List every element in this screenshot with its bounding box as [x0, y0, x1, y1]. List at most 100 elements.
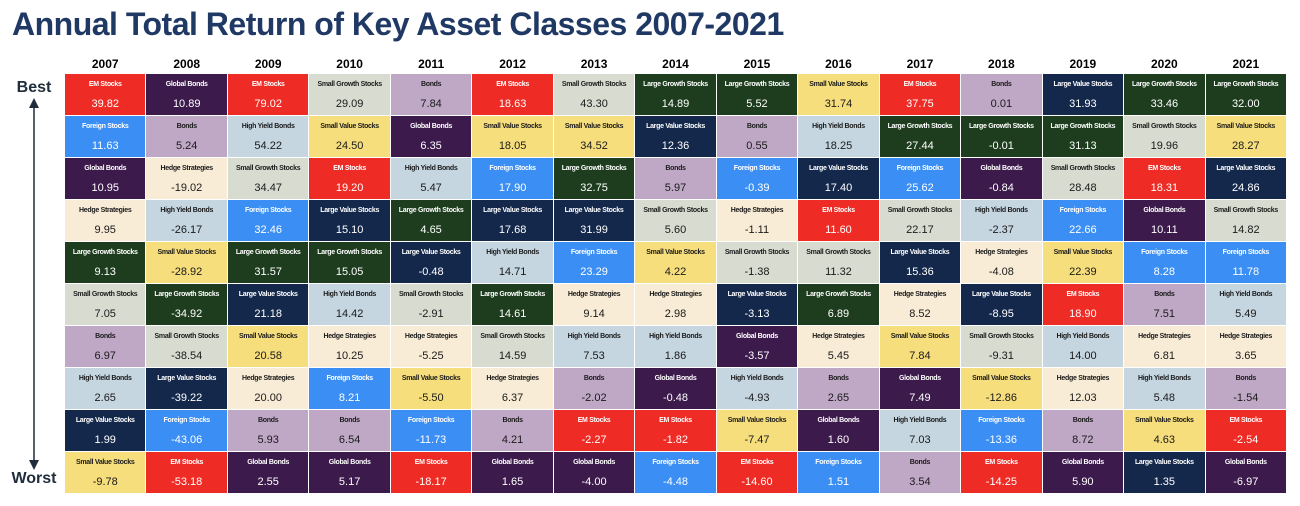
asset-class-label: Bonds	[1072, 417, 1094, 424]
return-value-label: 28.48	[1069, 182, 1097, 194]
asset-class-label: Large Growth Stocks	[398, 207, 464, 214]
asset-class-label: EM Stocks	[903, 81, 937, 88]
return-value-label: -11.73	[415, 434, 447, 446]
return-value-label: 10.11	[1150, 224, 1178, 236]
asset-class-label: Bonds	[583, 375, 605, 382]
asset-class-label: Global Bonds	[1224, 459, 1267, 466]
asset-class-label: Large Growth Stocks	[643, 81, 708, 88]
cell-large-growth-stocks: Large Growth Stocks 6.89	[798, 284, 879, 325]
return-value-label: 14.71	[498, 266, 527, 278]
return-value-label: 9.13	[94, 266, 116, 278]
asset-class-label: Foreign Stocks	[815, 459, 862, 466]
cell-small-growth-stocks: Small Growth Stocks 34.47	[227, 158, 309, 199]
cell-large-growth-stocks: Large Growth Stocks -0.01	[961, 116, 1042, 157]
cell-large-value-stocks: Large Value Stocks 15.36	[879, 242, 961, 283]
return-value-label: -4.08	[988, 266, 1014, 278]
asset-class-label: Global Bonds	[491, 459, 534, 466]
return-value-label: 6.89	[827, 308, 850, 320]
year-header-2015: 2015	[743, 57, 771, 71]
asset-class-label: Small Value Stocks	[972, 375, 1031, 382]
worst-label: Worst	[11, 470, 57, 487]
asset-class-label: Bonds	[502, 417, 523, 424]
return-value-label: 5.17	[338, 476, 361, 488]
year-header-2011: 2011	[418, 57, 445, 71]
return-value-label: -1.11	[744, 224, 770, 236]
return-value-label: 15.36	[906, 266, 934, 278]
return-value-label: -4.93	[744, 392, 770, 404]
return-value-label: 17.90	[498, 182, 527, 194]
asset-class-label: Small Value Stocks	[1135, 417, 1194, 424]
return-value-label: -4.00	[581, 476, 607, 488]
return-value-label: 20.58	[254, 350, 282, 362]
asset-class-label: EM Stocks	[170, 459, 204, 466]
asset-class-label: Bonds	[1154, 291, 1175, 298]
asset-class-label: Global Bonds	[654, 375, 697, 382]
asset-class-label: Hedge Strategies	[649, 291, 702, 298]
return-value-label: 8.21	[338, 392, 361, 404]
asset-class-label: Large Value Stocks	[401, 249, 461, 256]
return-value-label: 15.10	[335, 224, 364, 236]
asset-class-label: Small Value Stocks	[1053, 249, 1113, 256]
return-value-label: 5.24	[175, 140, 198, 152]
cell-hedge-strategies: Hedge Strategies -5.25	[390, 326, 472, 367]
cell-bonds: Bonds 5.97	[635, 158, 716, 199]
return-value-label: 10.25	[335, 350, 364, 362]
cell-em-stocks: EM Stocks 39.82	[65, 74, 146, 115]
asset-class-label: Hedge Strategies	[79, 207, 132, 214]
return-value-label: 31.13	[1069, 140, 1097, 152]
cell-foreign-stocks: Foreign Stocks 25.62	[879, 158, 961, 199]
return-value-label: 28.27	[1232, 140, 1260, 152]
asset-class-label: Hedge Strategies	[812, 333, 865, 340]
return-value-label: 34.52	[580, 140, 608, 152]
cell-hedge-strategies: Hedge Strategies 2.98	[635, 284, 716, 325]
cell-foreign-stocks: Foreign Stocks 11.78	[1205, 242, 1287, 283]
cell-em-stocks: EM Stocks -14.60	[716, 452, 798, 493]
cell-large-value-stocks: Large Value Stocks 31.99	[553, 200, 635, 241]
cell-global-bonds: Global Bonds -6.97	[1205, 452, 1287, 493]
cell-hedge-strategies: Hedge Strategies 20.00	[227, 368, 309, 409]
cell-large-growth-stocks: Large Growth Stocks 33.46	[1124, 74, 1205, 115]
cell-high-yield-bonds: High Yield Bonds 14.00	[1042, 326, 1124, 367]
cell-em-stocks: EM Stocks -2.54	[1205, 410, 1287, 451]
cell-hedge-strategies: Hedge Strategies 6.81	[1124, 326, 1205, 367]
cell-hedge-strategies: Hedge Strategies 9.95	[65, 200, 146, 241]
return-value-label: 14.61	[498, 308, 527, 320]
asset-class-label: Small Value Stocks	[1216, 123, 1276, 130]
cell-large-value-stocks: Large Value Stocks 1.35	[1124, 452, 1205, 493]
asset-class-label: Foreign Stocks	[407, 417, 455, 424]
cell-foreign-stocks: Foreign Stocks 8.28	[1124, 242, 1205, 283]
cell-global-bonds: Global Bonds 10.89	[146, 74, 227, 115]
asset-class-label: Large Value Stocks	[1134, 459, 1194, 466]
asset-class-label: Global Bonds	[410, 123, 453, 130]
return-value-label: 6.54	[338, 434, 361, 446]
cell-small-growth-stocks: Small Growth Stocks -38.54	[146, 326, 227, 367]
asset-class-label: EM Stocks	[1147, 165, 1181, 172]
return-value-label: 14.89	[661, 98, 690, 110]
return-value-label: 18.05	[498, 140, 527, 152]
asset-class-label: Global Bonds	[1061, 459, 1104, 466]
return-value-label: 11.60	[825, 224, 852, 236]
return-value-label: -34.92	[171, 308, 203, 320]
cell-large-growth-stocks: Large Growth Stocks 31.13	[1042, 116, 1124, 157]
return-value-label: 24.86	[1232, 182, 1260, 194]
return-value-label: 1.65	[501, 476, 524, 488]
asset-class-label: Large Value Stocks	[971, 291, 1031, 298]
cell-bonds: Bonds 6.54	[309, 410, 390, 451]
cell-em-stocks: EM Stocks 79.02	[227, 74, 309, 115]
return-value-label: -1.38	[744, 266, 770, 278]
asset-class-label: Global Bonds	[328, 459, 371, 466]
return-value-label: 7.49	[909, 392, 931, 404]
cell-hedge-strategies: Hedge Strategies 8.52	[879, 284, 961, 325]
asset-class-label: Large Growth Stocks	[1131, 81, 1197, 88]
return-value-label: 1.60	[827, 434, 850, 446]
cell-em-stocks: EM Stocks -18.17	[390, 452, 472, 493]
cell-large-value-stocks: Large Value Stocks -8.95	[961, 284, 1042, 325]
return-value-label: -19.02	[171, 182, 203, 194]
asset-class-label: High Yield Bonds	[241, 123, 295, 130]
cell-em-stocks: EM Stocks 18.90	[1042, 284, 1124, 325]
cell-bonds: Bonds -2.02	[553, 368, 635, 409]
return-value-label: 1.51	[827, 476, 850, 488]
asset-class-label: Foreign Stocks	[1222, 249, 1270, 256]
return-value-label: -13.36	[985, 434, 1017, 446]
asset-class-label: Small Growth Stocks	[724, 249, 790, 256]
